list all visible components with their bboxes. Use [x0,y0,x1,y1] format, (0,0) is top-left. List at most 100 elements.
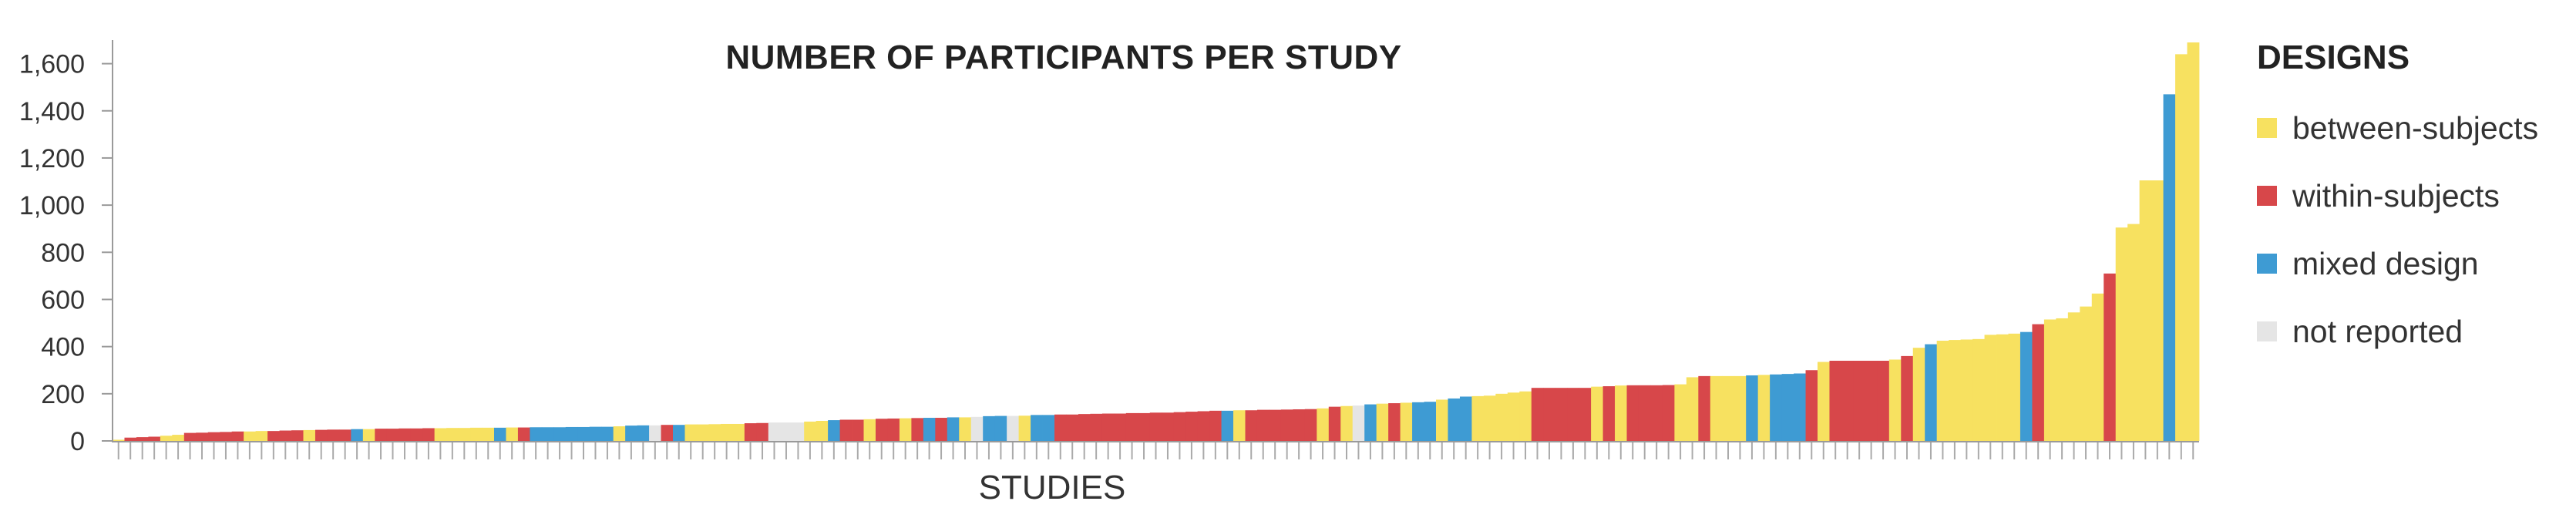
bar [935,418,948,441]
bar [673,425,685,441]
bar [1317,408,1330,441]
bar [1471,395,1485,441]
bar [422,428,435,441]
x-axis-label: STUDIES [978,469,1126,506]
bar [1936,341,1949,441]
legend-label: not reported [2292,313,2463,349]
bar [923,418,936,441]
bar [1686,377,1699,441]
bar [1269,409,1282,441]
x-axis-ticks [117,442,2194,459]
bar [399,428,412,441]
bar [2019,331,2033,441]
bar [1364,404,1377,441]
y-axis-ticks: 0 200 400 600 800 1,000 1,200 1,400 1,600 [19,50,113,456]
bar [613,426,626,441]
bar [2151,180,2164,441]
y-tick-label: 1,200 [19,144,85,173]
bar [696,424,709,441]
bar [1734,375,1747,441]
bar [2043,319,2056,441]
bar [2104,273,2117,441]
bar [1602,386,1616,441]
legend-label: mixed design [2292,245,2479,281]
bar [732,423,745,441]
bar [863,419,876,441]
bar [1328,406,1341,441]
bar [970,416,984,441]
y-tick-label: 0 [70,427,85,456]
bar [1984,335,1997,441]
bar [744,423,757,441]
bar [1483,395,1496,441]
bar [1245,410,1258,441]
bar [124,437,137,441]
bar [172,435,185,441]
y-tick-label: 800 [41,238,85,267]
bar [1650,385,1663,441]
bar [1722,375,1735,441]
legend-item-not-reported: not reported [2257,298,2538,365]
bar [553,427,567,441]
bar [852,419,864,441]
bar [279,430,292,441]
bar [1710,375,1723,441]
bar [1459,396,1472,441]
bar [1591,386,1603,441]
legend-item-within-subjects: within-subjects [2257,162,2538,230]
bar [1877,361,1890,441]
bar [1865,361,1878,441]
bar [1888,359,1902,441]
bar [2163,94,2176,442]
bar [375,429,388,441]
bar [1746,375,1759,441]
bar [1507,392,1520,441]
bar [1901,355,1914,441]
bar [148,436,161,441]
bar [708,424,721,441]
bar [1996,334,2009,441]
bar [458,428,471,441]
y-tick-label: 200 [41,380,85,409]
bar [506,427,519,441]
bar [434,428,447,441]
y-tick-label: 400 [41,333,85,362]
bar [601,426,614,441]
bar [1007,415,1020,441]
bar [530,427,543,441]
bar [1555,388,1568,441]
bar [1138,412,1151,441]
legend-swatch-mixed-design [2257,254,2277,274]
bar [1662,385,1675,441]
bar [1042,415,1055,441]
bar [2056,318,2069,441]
bar [1256,409,1270,441]
bar [196,432,209,441]
bar [994,415,1007,441]
bar [1674,384,1687,441]
bar [338,429,351,441]
bar [1794,373,1806,441]
bar [828,420,840,441]
bar [1615,385,1627,441]
bar [1638,385,1651,441]
bar [2067,312,2080,441]
bar [1173,412,1186,441]
legend-swatch-within-subjects [2257,186,2277,206]
bar [1101,413,1115,441]
bar [1519,391,1532,441]
bar [1805,370,1818,441]
y-tick-label: 1,000 [19,191,85,220]
bar [220,432,233,441]
bar [756,422,769,441]
bar [1209,410,1222,441]
y-tick-label: 600 [41,285,85,314]
bar [1698,375,1711,441]
bar [1125,412,1138,441]
bar [816,421,829,441]
bar [887,418,900,441]
legend-swatch-between-subjects [2257,118,2277,138]
bar [2008,333,2021,441]
bar [470,427,483,441]
bar [1304,409,1317,441]
